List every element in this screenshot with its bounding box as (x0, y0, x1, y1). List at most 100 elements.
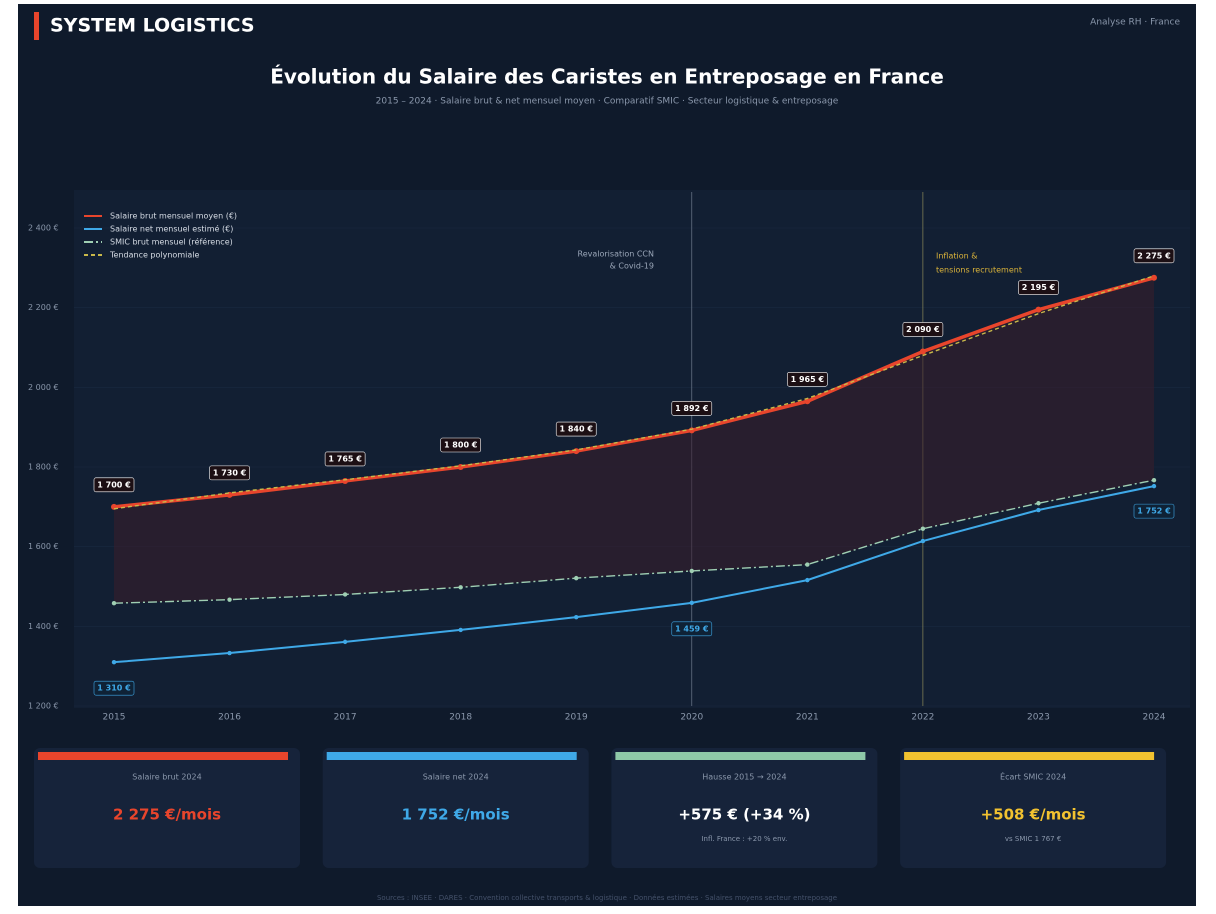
data-label: 1 700 € (97, 480, 131, 489)
point (111, 601, 117, 606)
label-box (93, 477, 135, 493)
kpi-note: Infl. France : +20 % env. (701, 835, 787, 843)
label-box (209, 465, 250, 481)
data-label: 1 752 € (1137, 507, 1171, 516)
legend-label: Salaire brut mensuel moyen (€) (110, 212, 237, 221)
label-box (1133, 248, 1175, 264)
y-tick-label: 2 400 € (28, 224, 59, 233)
data-label: 1 840 € (560, 425, 594, 434)
point (1035, 306, 1042, 313)
x-tick-label: 2020 (680, 713, 703, 723)
data-label: 1 310 € (97, 684, 131, 693)
y-tick-label: 2 000 € (28, 383, 59, 392)
x-tick-label: 2017 (334, 713, 357, 723)
point (689, 600, 694, 606)
annotation: & Covid-19 (610, 262, 654, 271)
kpi-value: 1 752 €/mois (402, 806, 510, 824)
data-label: 2 275 € (1137, 251, 1171, 260)
point (805, 577, 810, 583)
legend-label: Salaire net mensuel estimé (€) (110, 224, 233, 234)
kpi-label: Hausse 2015 → 2024 (702, 773, 786, 782)
point (458, 627, 463, 633)
point (688, 427, 695, 434)
gap-area (114, 277, 1154, 604)
kpi-label: Salaire brut 2024 (132, 773, 201, 782)
label-box (671, 621, 713, 637)
series-line (113, 485, 1155, 664)
data-label: 1 892 € (675, 404, 709, 413)
point (574, 614, 579, 620)
tag: Analyse RH · France (1090, 18, 1180, 28)
data-label: 1 800 € (444, 441, 478, 450)
point (227, 650, 232, 656)
x-tick-label: 2018 (449, 713, 472, 723)
x-tick-label: 2019 (565, 713, 588, 723)
kpi-value: +508 €/mois (981, 806, 1086, 824)
point (227, 597, 232, 602)
point (920, 526, 926, 531)
point (111, 659, 117, 665)
x-tick-label: 2022 (911, 713, 934, 723)
x-tick-label: 2016 (218, 713, 241, 723)
x-tick-label: 2015 (103, 713, 126, 723)
kpi-bar (38, 752, 288, 760)
x-tick-label: 2024 (1143, 713, 1166, 723)
kpi-value: 2 275 €/mois (113, 806, 221, 824)
point (1036, 501, 1041, 506)
label-box (555, 421, 597, 437)
x-tick-label: 2021 (796, 713, 819, 723)
label-box (93, 680, 135, 696)
y-tick-label: 2 200 € (28, 303, 59, 312)
label-box (1133, 503, 1175, 519)
point (805, 562, 810, 567)
data-label: 2 090 € (906, 325, 940, 334)
kpi-note: vs SMIC 1 767 € (1005, 835, 1061, 843)
label-box (671, 401, 713, 416)
subtitle: 2015 – 2024 · Salaire brut & net mensuel… (376, 97, 839, 107)
label-box (787, 371, 828, 387)
brand-bar (34, 12, 39, 40)
kpi-label: Salaire net 2024 (423, 773, 489, 782)
series-line (113, 479, 1155, 604)
label-box (1018, 280, 1059, 295)
kpi-value: +575 € (+34 %) (678, 806, 810, 824)
label-box (440, 437, 481, 453)
series-line (113, 276, 1155, 509)
brand: SYSTEM LOGISTICS (50, 15, 255, 37)
kpi-label: Écart SMIC 2024 (1000, 771, 1066, 782)
data-label: 2 195 € (1022, 283, 1056, 292)
label-box (902, 322, 944, 337)
annotation: Revalorisation CCN (578, 250, 654, 259)
y-tick-label: 1 600 € (28, 542, 59, 551)
point (573, 448, 580, 455)
point (1036, 507, 1041, 513)
data-label: 1 965 € (791, 375, 825, 384)
data-label: 1 765 € (328, 454, 362, 463)
kpi-bar (615, 752, 866, 760)
chart-title: Évolution du Salaire des Caristes en Ent… (270, 65, 944, 89)
point (342, 639, 348, 645)
point (1151, 477, 1157, 483)
y-tick-label: 1 200 € (28, 702, 59, 711)
kpi-card (611, 748, 878, 868)
annotation: Inflation & (936, 252, 977, 261)
data-label: 1 459 € (675, 624, 709, 633)
point (574, 575, 579, 581)
data-label: 1 730 € (213, 468, 247, 477)
kpi-card (34, 748, 300, 868)
kpi-bar (904, 752, 1155, 760)
point (342, 477, 349, 484)
point (919, 348, 926, 355)
x-tick-label: 2023 (1027, 713, 1050, 723)
point (920, 538, 926, 544)
kpi-bar (326, 752, 577, 760)
point (689, 568, 694, 574)
kpi-card (322, 748, 589, 868)
point (458, 585, 463, 590)
point (804, 398, 811, 405)
point (1151, 274, 1157, 281)
point (342, 592, 348, 597)
y-tick-label: 1 400 € (28, 622, 59, 631)
point (1151, 483, 1157, 489)
